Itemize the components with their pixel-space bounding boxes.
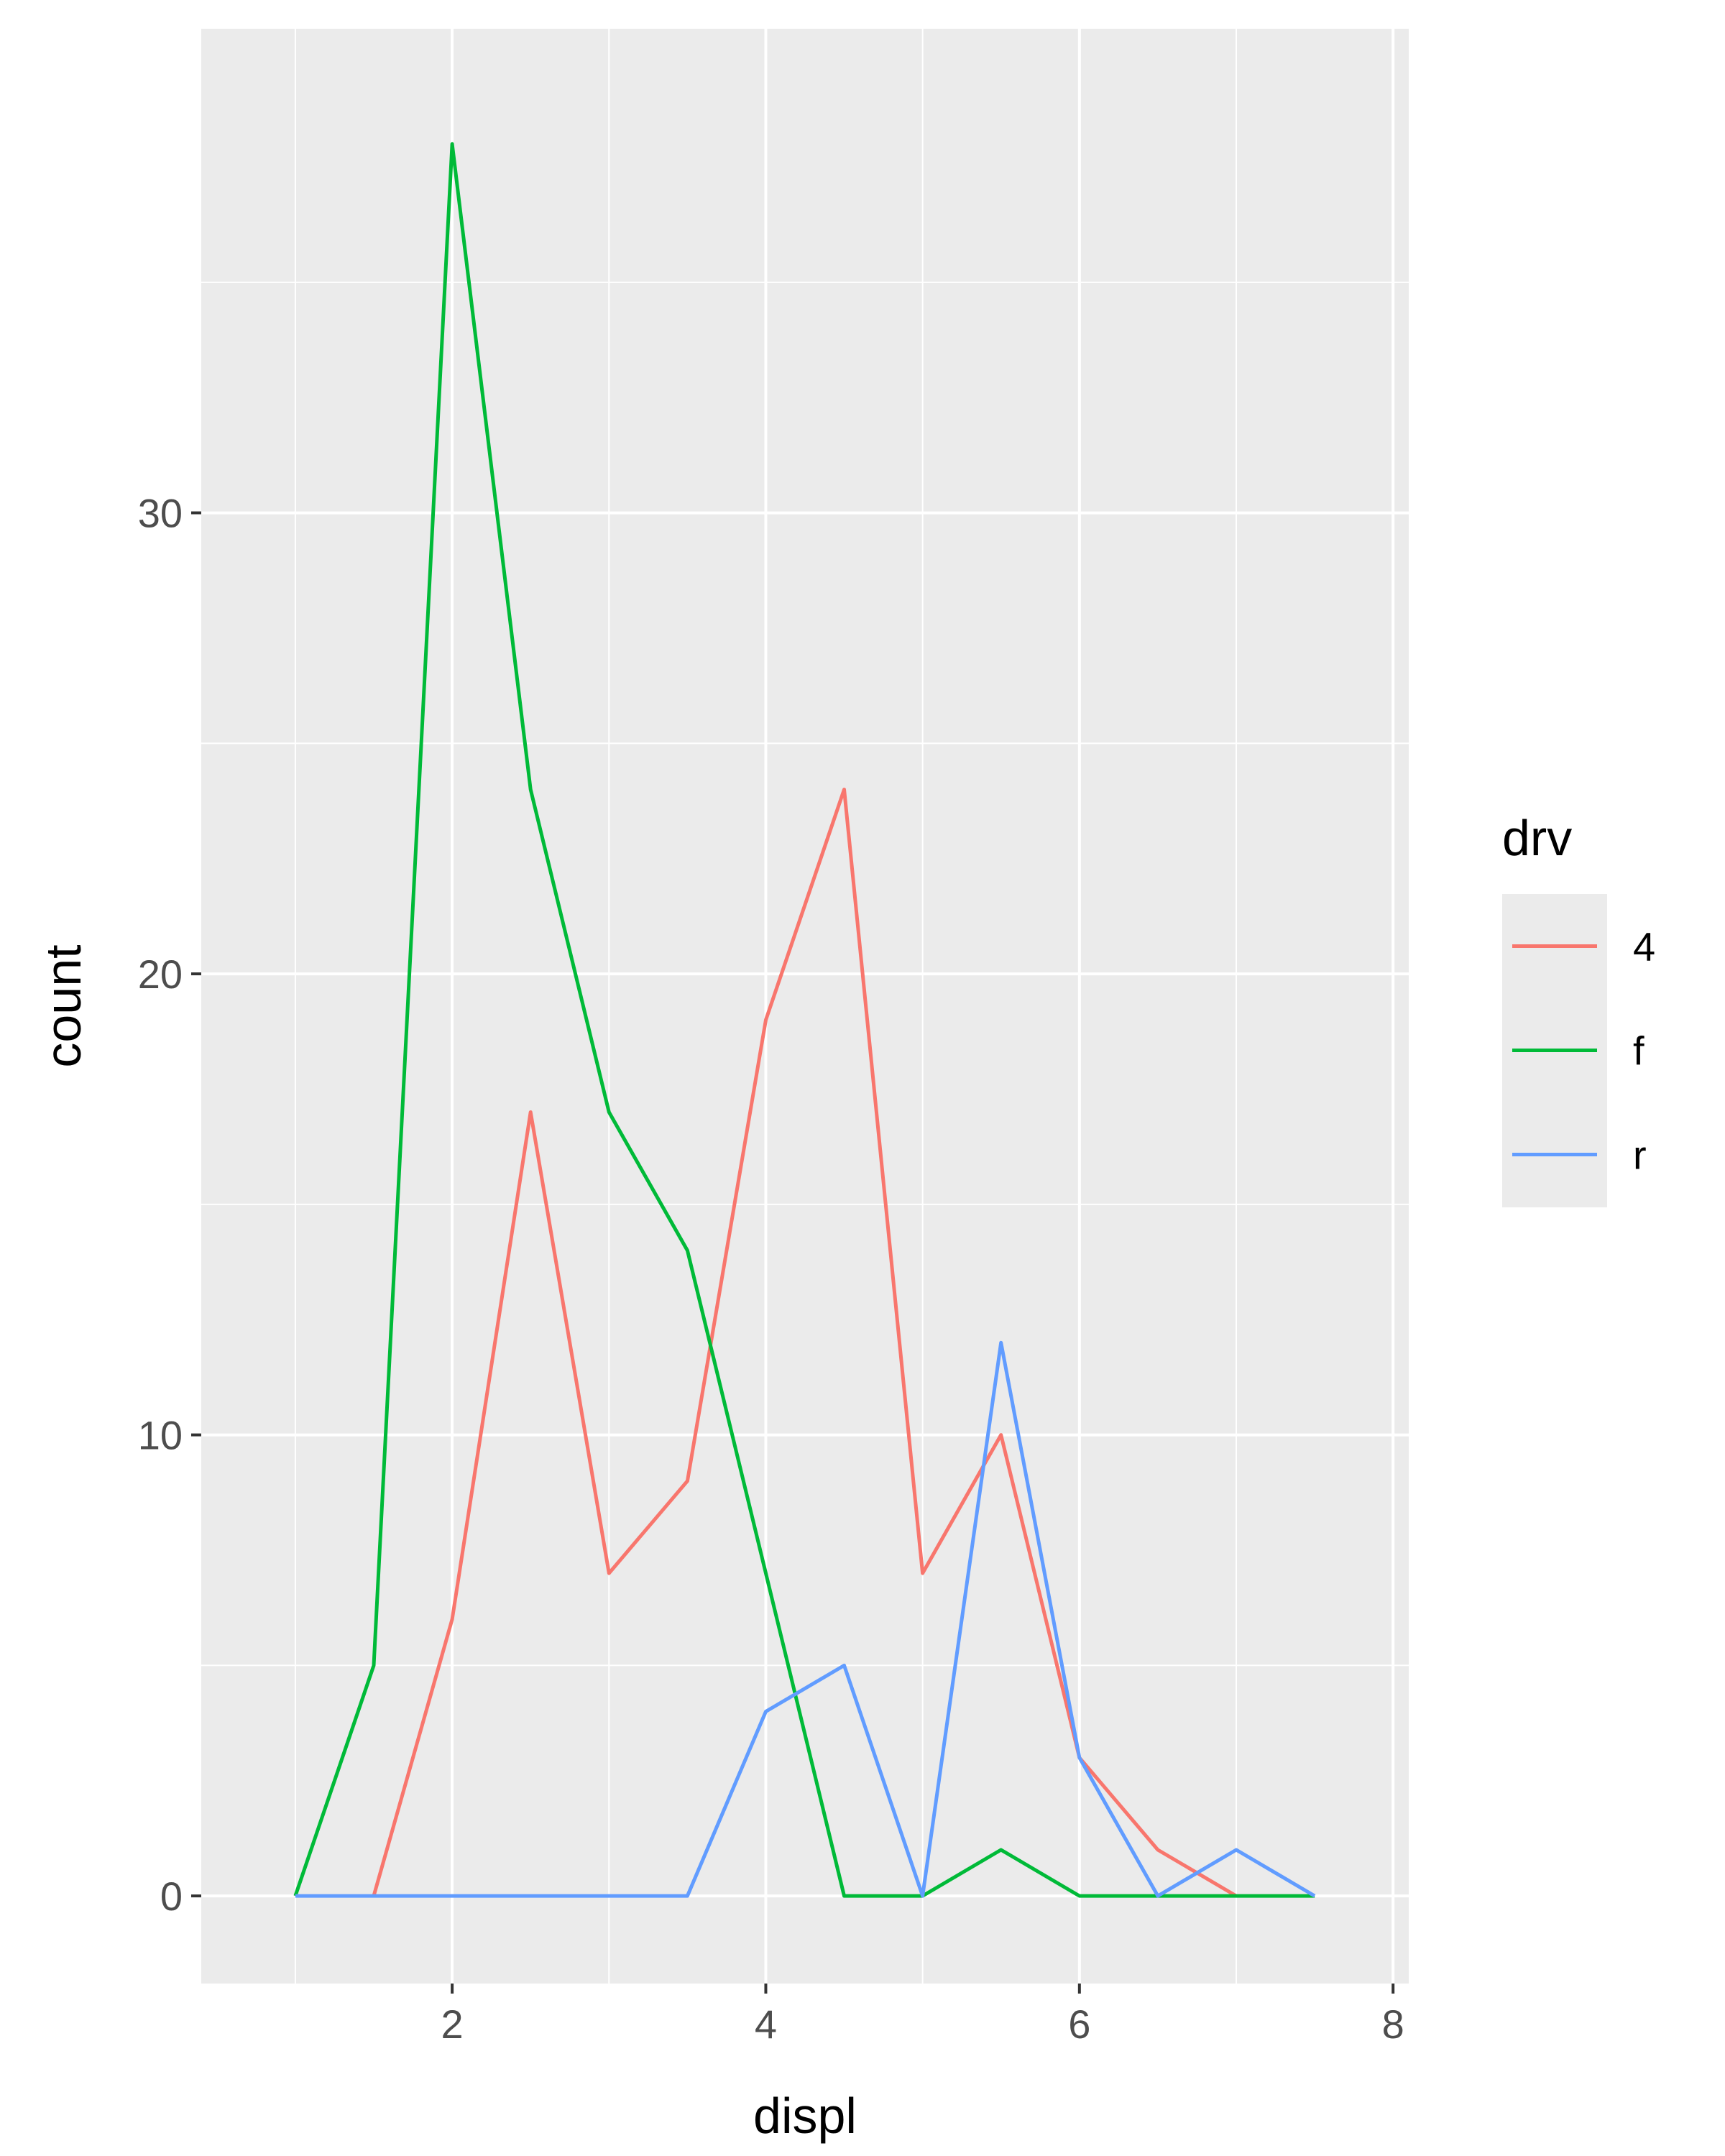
series-line-4	[372, 788, 1238, 1898]
y-tick-label: 20	[138, 952, 183, 997]
legend: drv 4 f r	[1502, 810, 1655, 1207]
x-tick-label: 4	[755, 2001, 777, 2047]
legend-entries: 4 f r	[1512, 924, 1655, 1178]
x-tick-label: 6	[1068, 2001, 1090, 2047]
x-tick-label: 8	[1382, 2001, 1404, 2047]
y-tick-label: 30	[138, 491, 183, 536]
series-line-r	[295, 1340, 1316, 1898]
legend-label-f: f	[1633, 1028, 1644, 1074]
legend-title: drv	[1502, 810, 1572, 866]
y-tick-label: 10	[138, 1413, 183, 1458]
x-axis-title: displ	[753, 2088, 857, 2144]
axes: 2 4 6 8 0 10 20 30	[138, 491, 1404, 2047]
minor-gridlines	[201, 29, 1409, 1984]
y-axis-title: count	[35, 944, 91, 1067]
y-tick-label: 0	[160, 1874, 183, 1919]
legend-label-r: r	[1633, 1133, 1647, 1178]
series-lines	[293, 142, 1316, 1898]
legend-label-4: 4	[1633, 924, 1655, 969]
x-tick-label: 2	[441, 2001, 464, 2047]
plot-panel	[201, 29, 1409, 1984]
series-line-f	[293, 142, 1315, 1898]
major-gridlines	[201, 29, 1409, 1984]
